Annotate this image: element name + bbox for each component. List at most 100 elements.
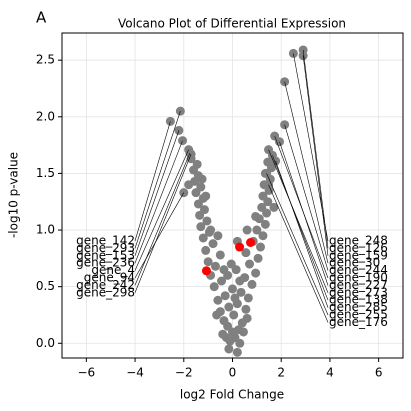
annotation-label: gene_236 <box>76 256 135 270</box>
point <box>251 211 261 221</box>
point <box>202 216 212 226</box>
point <box>242 313 252 323</box>
annotation-label: gene_142 <box>76 234 135 248</box>
annotation-line <box>284 81 329 264</box>
point <box>197 174 207 184</box>
point <box>251 268 261 278</box>
annotation-line <box>268 149 329 293</box>
point <box>212 310 222 320</box>
y-tick-label: 2.0 <box>36 109 55 123</box>
point <box>243 293 253 303</box>
point <box>238 327 248 337</box>
annotation-label: gene_242 <box>76 278 135 292</box>
point <box>218 329 228 339</box>
annotation-label: gene_176 <box>329 315 388 329</box>
annotation-line <box>134 130 180 256</box>
point <box>256 242 266 252</box>
point <box>242 225 252 235</box>
annotation-label: gene_285 <box>329 300 388 314</box>
x-tick-label: 0 <box>229 366 237 380</box>
point <box>196 182 206 192</box>
point <box>241 248 251 258</box>
point <box>184 180 194 190</box>
y-tick-label: 1.5 <box>36 166 55 180</box>
point <box>198 233 208 243</box>
point <box>258 231 268 241</box>
annotation-line <box>134 152 191 286</box>
annotation-label: gene_30 <box>329 256 380 270</box>
point <box>219 265 229 275</box>
point <box>258 191 268 201</box>
point <box>224 302 234 312</box>
y-tick-label: 0.0 <box>36 336 55 350</box>
annotation-label: gene_153 <box>76 248 135 262</box>
point <box>246 237 256 247</box>
point <box>201 245 211 255</box>
point <box>235 242 245 252</box>
x-tick-label: −4 <box>126 366 144 380</box>
point <box>201 266 211 276</box>
point <box>208 239 218 249</box>
point <box>269 202 279 212</box>
point <box>201 191 211 201</box>
point <box>203 257 213 267</box>
point <box>247 279 257 289</box>
point <box>228 284 237 294</box>
point <box>226 259 236 269</box>
point <box>263 157 273 167</box>
x-tick-label: −6 <box>78 366 96 380</box>
annotation-label: gene_273 <box>329 285 388 299</box>
annotation-label: gene_4 <box>91 263 135 277</box>
point <box>257 202 267 212</box>
annotation-line <box>302 49 329 249</box>
point <box>236 287 246 297</box>
point <box>260 219 270 229</box>
point <box>245 259 255 269</box>
point <box>232 347 242 357</box>
point <box>280 120 290 130</box>
point <box>259 180 269 190</box>
annotation-line <box>134 121 171 242</box>
point <box>213 231 223 241</box>
annotation-label: gene_94 <box>84 271 135 285</box>
point <box>215 250 225 260</box>
annotation-line <box>134 111 181 249</box>
point <box>196 222 206 232</box>
x-tick-label: −2 <box>175 366 193 380</box>
annotation-line <box>134 192 185 279</box>
annotation-label: gene_159 <box>329 248 388 262</box>
point <box>210 261 220 271</box>
annotation-label: gene_244 <box>329 263 388 277</box>
annotation-label: gene_227 <box>329 278 388 292</box>
x-tick-label: 6 <box>375 366 383 380</box>
annotation-line <box>134 140 183 264</box>
point <box>217 276 227 286</box>
point <box>213 295 223 305</box>
y-tick-label: 2.5 <box>36 53 55 67</box>
x-tick-label: 2 <box>277 366 285 380</box>
annotation-label: gene_126 <box>329 241 388 255</box>
point <box>219 316 229 326</box>
annotation-label: gene_293 <box>76 241 135 255</box>
point <box>235 276 245 286</box>
point <box>220 291 230 301</box>
point <box>199 205 209 215</box>
annotation-label: gene_298 <box>76 285 135 299</box>
point <box>186 154 196 164</box>
point <box>235 338 245 348</box>
annotation-label: gene_255 <box>329 308 388 322</box>
annotation-line <box>284 124 329 271</box>
point <box>241 304 251 314</box>
annotation-label: gene_248 <box>329 234 388 248</box>
point <box>230 293 240 303</box>
x-tick-label: 4 <box>326 366 334 380</box>
annotation-line <box>302 55 329 256</box>
point <box>229 310 239 320</box>
chart-title: Volcano Plot of Differential Expression <box>118 17 346 31</box>
point <box>209 282 219 292</box>
annotation-line <box>134 149 189 271</box>
point <box>252 225 262 235</box>
annotation-label: gene_138 <box>329 293 388 307</box>
